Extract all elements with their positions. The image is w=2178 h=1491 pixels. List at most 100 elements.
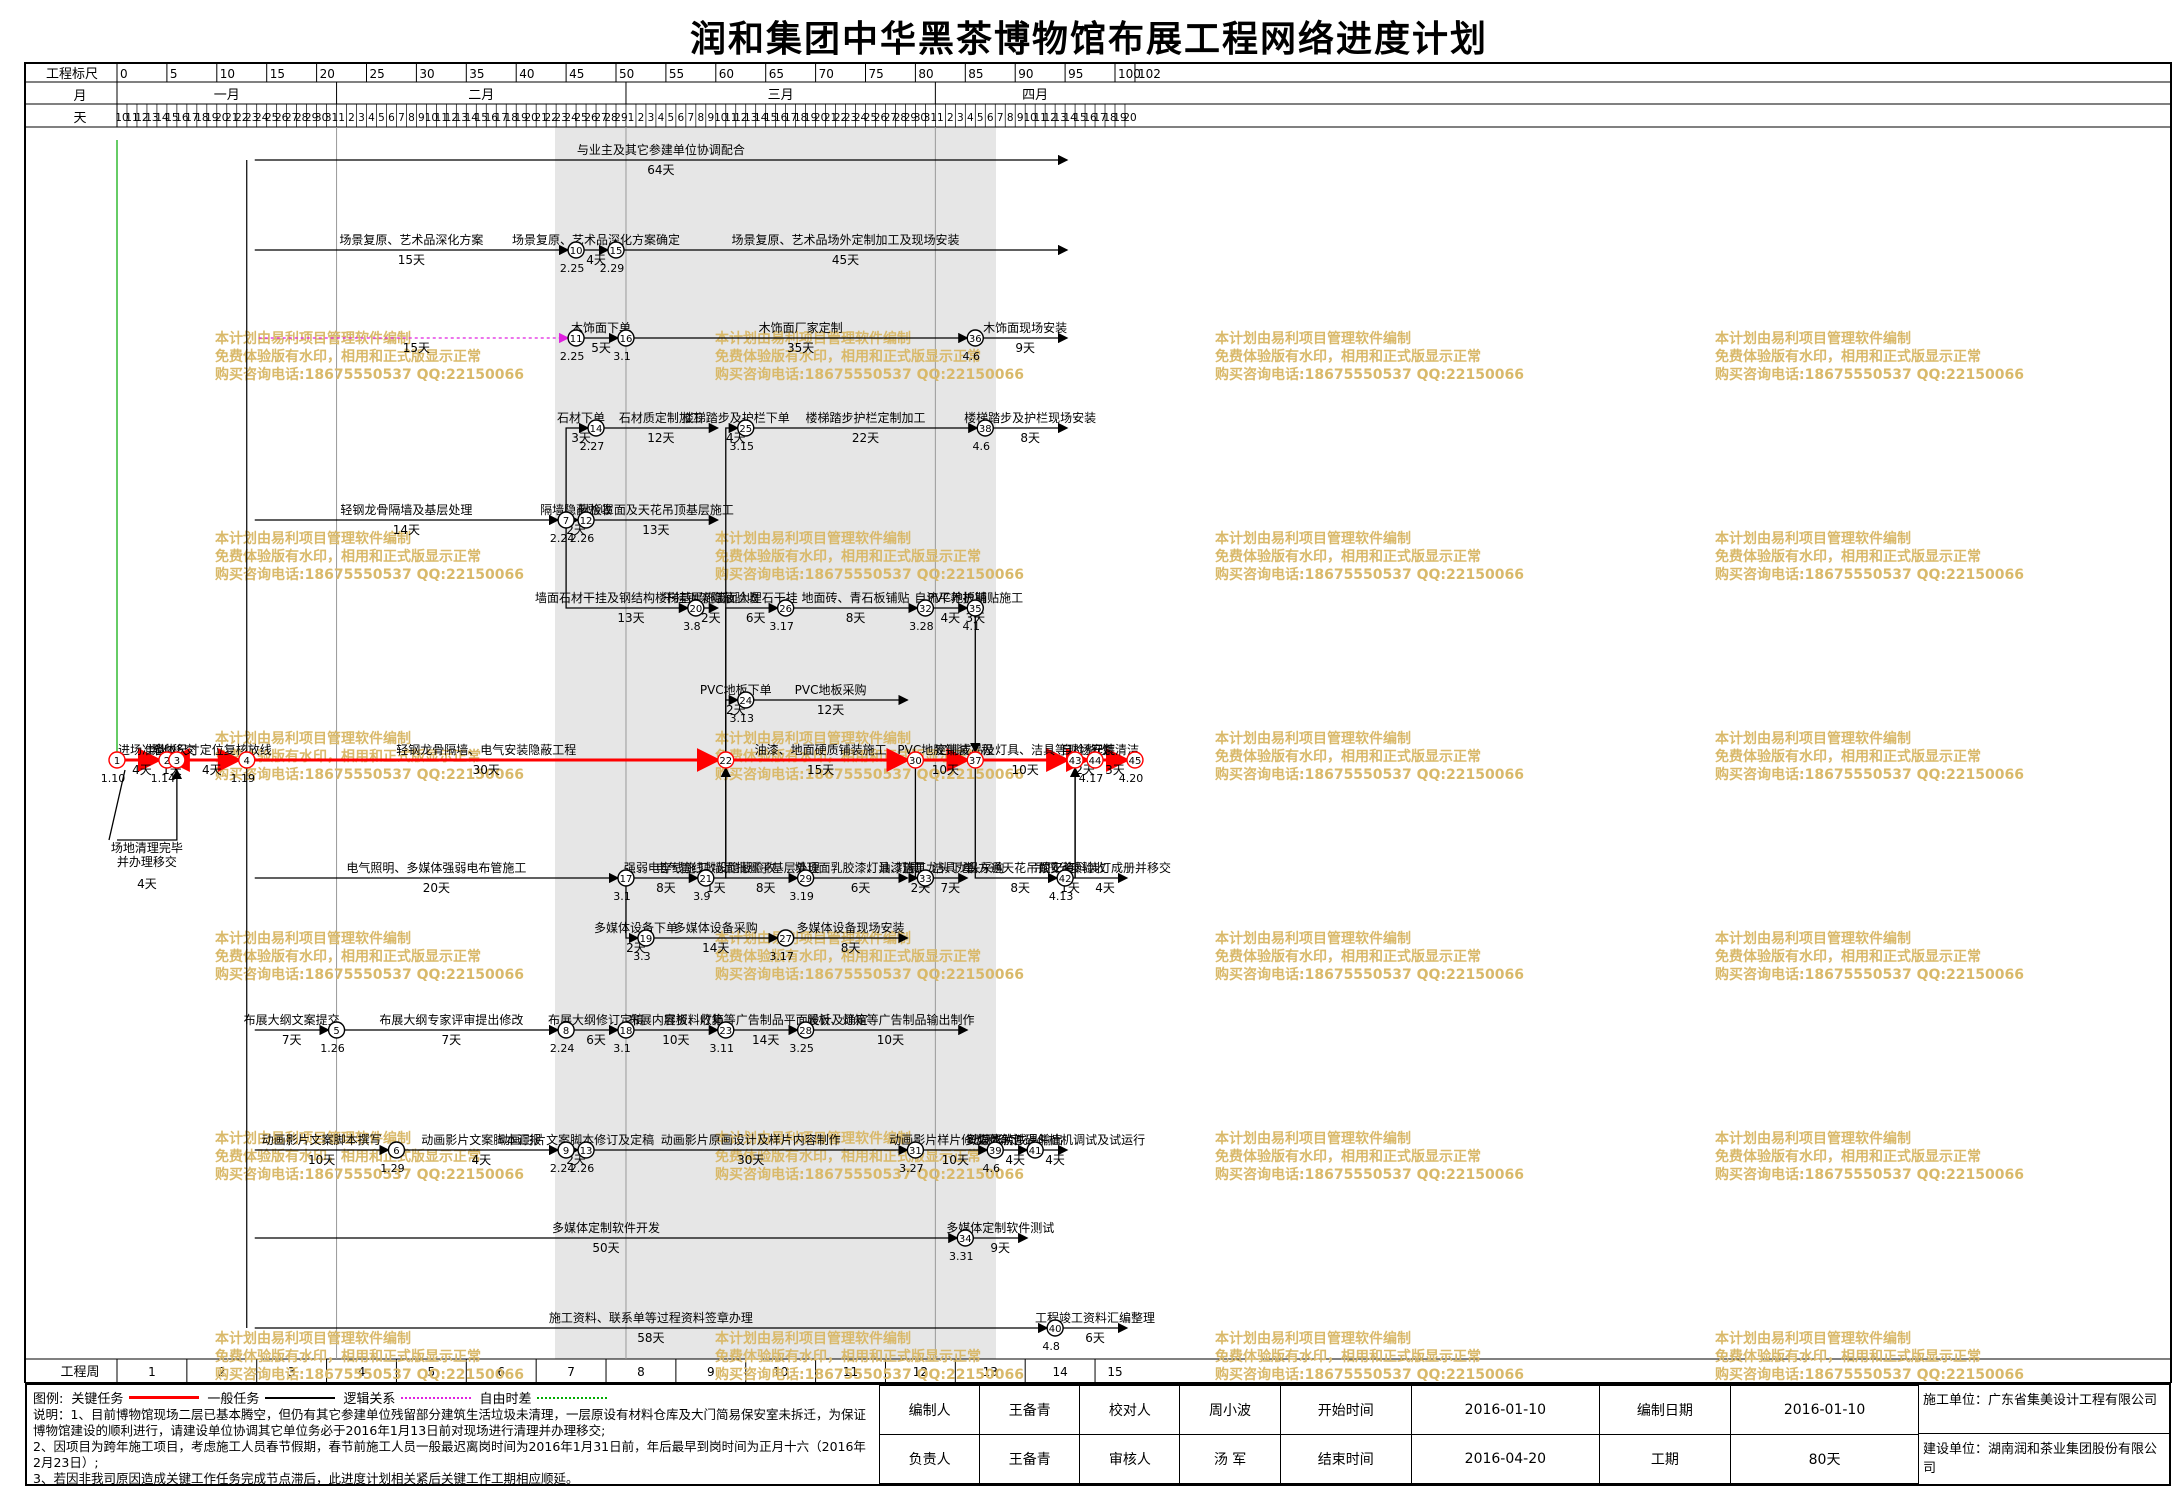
day-label: 2 [947, 112, 954, 124]
node-number: 3 [174, 756, 180, 767]
week-label: 工程周 [60, 1365, 99, 1380]
task-duration: 22天 [852, 431, 879, 445]
task-name: 多媒体定制软件开发 [552, 1220, 660, 1235]
edge [565, 528, 690, 614]
watermark-text: 免费体验版有水印，相用和正式版显示正常 [1715, 348, 1981, 365]
node-21 [697, 869, 715, 887]
day-label: 3 [957, 112, 964, 124]
watermark-text: 免费体验版有水印，相用和正式版显示正常 [715, 348, 981, 365]
day-label: 19 [804, 112, 817, 124]
node-number: 23 [719, 1026, 732, 1037]
day-label: 5 [977, 112, 984, 124]
node-30 [906, 751, 925, 769]
node-date: 3.1 [613, 890, 631, 903]
task-duration: 10天 [662, 1033, 689, 1047]
node-number: 1 [114, 756, 120, 767]
watermark-text: 免费体验版有水印，相用和正式版显示正常 [715, 1348, 981, 1365]
week-label: 8 [637, 1365, 645, 1379]
task-name: 展板、灯箱等广告制品平面设计及确定 [664, 1012, 868, 1027]
watermark-text: 购买咨询电话:18675550537 QQ:22150066 [215, 1166, 524, 1183]
task-name: 墙顶面乳胶漆、油漆施工 [795, 860, 927, 875]
day-label: 17 [185, 112, 198, 124]
task-name: 场景复原、艺术品深化方案 [339, 232, 483, 247]
watermark-text: 购买咨询电话:18675550537 QQ:22150066 [1715, 966, 2024, 983]
ruler-tick-label: 30 [419, 67, 434, 81]
watermark-text: 免费体验版有水印，相用和正式版显示正常 [1715, 1348, 1981, 1365]
legend-critical: 关键任务 [71, 1388, 200, 1407]
node-date: 3.17 [769, 950, 794, 963]
task-duration: 4天 [1045, 1153, 1065, 1167]
watermark-text: 本计划由易利项目管理软件编制 [1215, 730, 1411, 747]
task-name: 木饰面厂家定制 [759, 320, 843, 335]
watermark-text: 本计划由易利项目管理软件编制 [215, 730, 411, 747]
day-label: 11 [724, 112, 737, 124]
watermark-text: 本计划由易利项目管理软件编制 [1715, 730, 1911, 747]
task-name: PVC地板铺贴施工 [927, 591, 1023, 605]
watermark-text: 免费体验版有水印，相用和正式版显示正常 [215, 548, 481, 565]
task-name: 木饰面现场安装 [983, 320, 1067, 335]
ruler-tick-label: 50 [619, 67, 634, 81]
node-date: 4.1 [963, 620, 981, 633]
month-label: 二月 [468, 88, 494, 103]
task-name: 多媒体设备下单 [594, 921, 678, 935]
task-name: 墙面批腻子基层处理 [712, 860, 820, 875]
node-35 [966, 599, 984, 617]
task-name: 动画影片文案脚本修订及定稿 [498, 1132, 654, 1147]
task-duration: 14天 [702, 941, 729, 955]
watermark-text: 本计划由易利项目管理软件编制 [215, 530, 411, 547]
watermark-text: 免费体验版有水印，相用和正式版显示正常 [215, 348, 481, 365]
task-duration: 4天 [132, 763, 152, 777]
day-label: 5 [378, 112, 385, 124]
watermark-text: 购买咨询电话:18675550537 QQ:22150066 [715, 766, 1024, 783]
day-label: 24 [255, 112, 269, 124]
node-9 [557, 1141, 575, 1159]
day-label: 24 [564, 112, 578, 124]
task-duration: 10天 [1012, 763, 1039, 777]
watermark-text: 免费体验版有水印，相用和正式版显示正常 [215, 1148, 481, 1165]
month-label: 四月 [1022, 88, 1048, 103]
day-label: 14 [155, 112, 169, 124]
day-label: 27 [884, 112, 897, 124]
notes: 说明：1、目前博物馆现场二层已基本腾空，但仍有其它参建单位残留部分建筑生活垃圾未… [33, 1407, 873, 1487]
watermark-text: 购买咨询电话:18675550537 QQ:22150066 [715, 1166, 1024, 1183]
node-43 [1066, 751, 1084, 769]
task-duration: 3天 [571, 431, 591, 445]
node-5 [327, 1021, 346, 1039]
day-label: 31 [325, 112, 338, 124]
ruler-tick-label: 80 [918, 67, 933, 81]
node-date: 4.20 [1119, 772, 1144, 785]
task-duration: 6天 [851, 881, 871, 895]
ruler-tick-label: 35 [469, 67, 484, 81]
day-label: 9 [418, 112, 425, 124]
note-2: 2、因项目为跨年施工项目，考虑施工人员春节假期，春节前施工人员一般最迟离岗时间为… [33, 1439, 866, 1470]
watermark-text: 购买咨询电话:18675550537 QQ:22150066 [1715, 766, 2024, 783]
day-label: 29 [904, 112, 917, 124]
day-label: 23 [554, 112, 567, 124]
day-label: 28 [604, 112, 617, 124]
edge [725, 768, 799, 884]
watermark-text: 免费体验版有水印，相用和正式版显示正常 [215, 1348, 481, 1365]
day-label: 13 [1053, 112, 1066, 124]
watermark-text: 购买咨询电话:18675550537 QQ:22150066 [1215, 366, 1524, 383]
task-name: 布展大纲修订定稿 [548, 1012, 644, 1027]
day-label: 11 [1033, 112, 1046, 124]
node-number: 40 [1049, 1324, 1062, 1335]
task-duration: 3天 [1105, 763, 1125, 777]
edge [1074, 768, 1129, 884]
day-label: 16 [1083, 112, 1097, 124]
task-duration: 4天 [471, 1153, 491, 1167]
day-label: 10 [425, 112, 438, 124]
watermark-text: 免费体验版有水印，相用和正式版显示正常 [1715, 748, 1981, 765]
watermark-text: 免费体验版有水印，相用和正式版显示正常 [715, 948, 981, 965]
task-name: 多媒体设备采购 [674, 920, 758, 935]
task-name: 施工资料、联系单等过程资料签章办理 [549, 1310, 753, 1325]
week-label: 2 [218, 1365, 226, 1379]
node-8 [557, 1021, 575, 1039]
day-label: 8 [408, 112, 415, 124]
day-label: 22 [235, 112, 248, 124]
day-label: 8 [697, 112, 704, 124]
task-name: 并办理移交 [117, 854, 177, 869]
reviewer-label: 审核人 [1079, 1434, 1181, 1484]
watermark-text: 购买咨询电话:18675550537 QQ:22150066 [1215, 966, 1524, 983]
task-duration: 6天 [1085, 1331, 1105, 1345]
